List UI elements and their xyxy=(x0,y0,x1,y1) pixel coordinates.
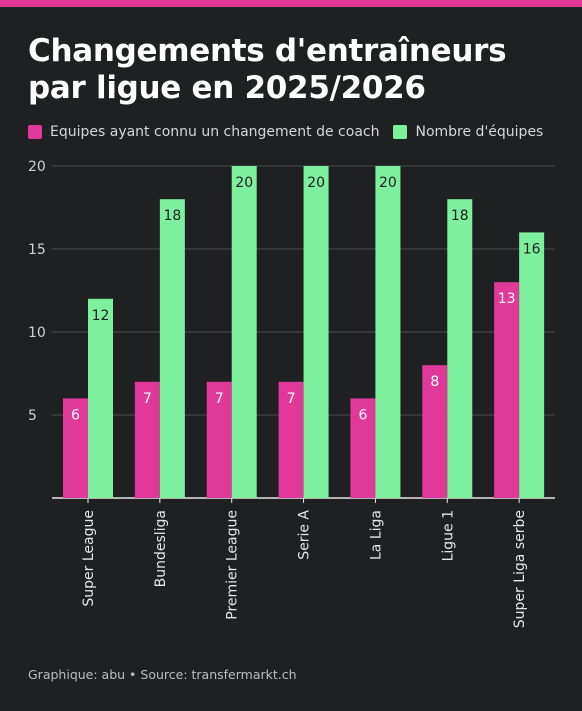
data-label: 7 xyxy=(287,391,296,407)
data-label: 6 xyxy=(71,407,80,423)
bar-teams xyxy=(447,199,473,498)
chart-title: Changements d'entraîneurs par ligue en 2… xyxy=(28,33,507,106)
legend-item-changes: Equipes ayant connu un changement de coa… xyxy=(28,124,379,140)
data-label: 6 xyxy=(358,407,367,423)
x-tick-label: La Liga xyxy=(368,510,384,560)
data-label: 13 xyxy=(498,291,516,307)
legend-label-changes: Equipes ayant connu un changement de coa… xyxy=(50,124,380,140)
data-label: 12 xyxy=(92,308,110,324)
x-tick-label: Bundesliga xyxy=(153,510,169,587)
data-label: 7 xyxy=(215,391,224,407)
y-tick-label: 15 xyxy=(28,242,46,258)
bar-changes xyxy=(206,381,232,498)
x-tick-label: Serie A xyxy=(297,510,313,560)
data-label: 20 xyxy=(235,175,253,191)
x-tick-label: Super Liga serbe xyxy=(512,510,528,628)
y-tick-label: 20 xyxy=(28,159,46,175)
bar-teams xyxy=(519,232,545,498)
bar-changes xyxy=(422,365,448,498)
footer-credit: Graphique: abu • Source: transfermarkt.c… xyxy=(28,667,297,682)
bar-teams xyxy=(88,298,113,498)
data-label: 7 xyxy=(143,391,152,407)
bar-teams xyxy=(303,166,329,498)
data-label: 8 xyxy=(430,374,439,390)
y-tick-label: 10 xyxy=(28,325,46,341)
bar-changes xyxy=(350,398,376,498)
bar-teams xyxy=(375,166,401,498)
y-tick-label: 5 xyxy=(28,408,37,424)
data-label: 20 xyxy=(379,175,397,191)
data-label: 20 xyxy=(307,175,325,191)
legend-swatch-changes xyxy=(28,125,42,139)
legend-label-teams: Nombre d'équipes xyxy=(415,124,544,140)
bar-changes xyxy=(494,282,520,498)
bar-teams xyxy=(159,199,185,498)
bar-changes xyxy=(278,381,304,498)
x-tick-label: Super League xyxy=(81,510,97,607)
legend-item-teams: Nombre d'équipes xyxy=(393,124,543,140)
bar-teams xyxy=(231,166,257,498)
x-tick-label: Ligue 1 xyxy=(440,510,456,561)
bar-chart: 5 10 15 20 6 12 Super League 7 18 Bundesliga 7 20 Pr… xyxy=(28,159,555,628)
data-label: 18 xyxy=(451,208,469,224)
data-label: 18 xyxy=(163,208,181,224)
bar-changes xyxy=(134,381,160,498)
data-label: 16 xyxy=(523,241,541,257)
x-tick-label: Premier League xyxy=(225,510,241,620)
legend-swatch-teams xyxy=(393,125,408,139)
bar-changes xyxy=(63,398,88,498)
legend: Equipes ayant connu un changement de coa… xyxy=(28,124,557,140)
top-accent-bar xyxy=(0,0,582,7)
